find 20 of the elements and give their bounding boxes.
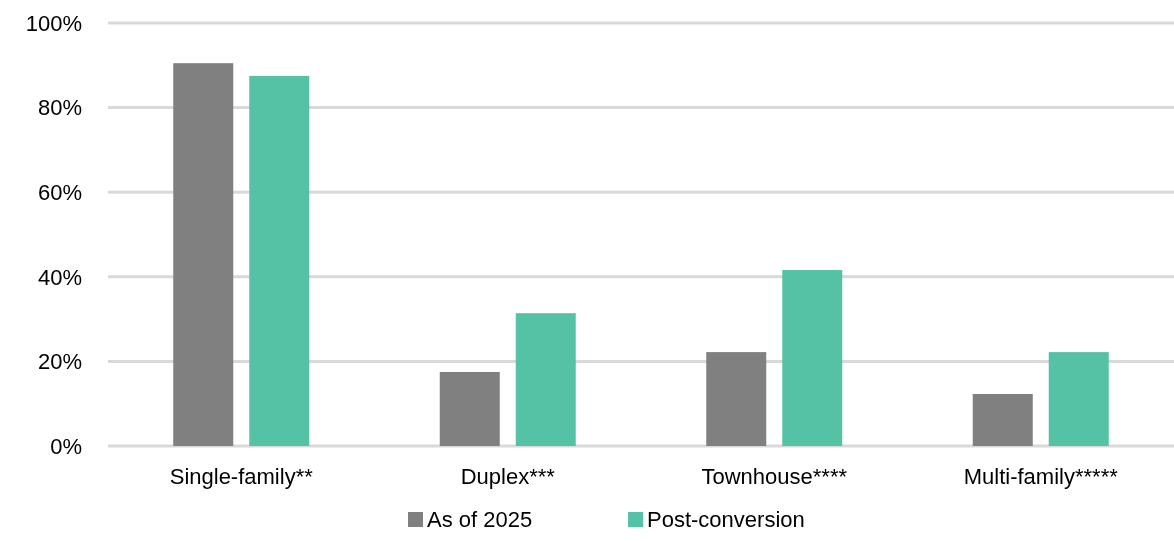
legend-label: Post-conversion bbox=[647, 507, 805, 532]
y-tick-label: 80% bbox=[37, 95, 82, 121]
bar bbox=[515, 313, 576, 446]
y-tick-label: 20% bbox=[37, 349, 82, 375]
bar bbox=[782, 270, 843, 446]
bar bbox=[173, 63, 234, 446]
legend-label: As of 2025 bbox=[427, 507, 533, 532]
x-tick-label: Townhouse**** bbox=[701, 464, 848, 489]
y-tick-label: 60% bbox=[37, 179, 82, 205]
x-tick-label: Single-family** bbox=[169, 464, 314, 489]
bar bbox=[1048, 352, 1109, 446]
bar bbox=[706, 352, 767, 446]
x-tick-label: Duplex*** bbox=[460, 464, 556, 489]
y-tick-label: 40% bbox=[37, 264, 82, 290]
y-tick-label: 0% bbox=[50, 433, 82, 459]
x-tick-label: Multi-family***** bbox=[963, 464, 1119, 489]
y-tick-label: 100% bbox=[25, 10, 82, 36]
bar bbox=[972, 393, 1033, 446]
bar bbox=[439, 371, 500, 446]
bar bbox=[249, 75, 310, 446]
